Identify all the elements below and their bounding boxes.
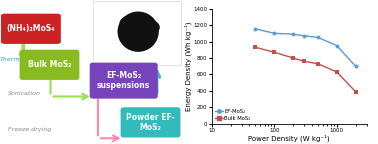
Text: Freeze drying: Freeze drying xyxy=(8,127,51,132)
Text: EF-MoS₂
suspensions: EF-MoS₂ suspensions xyxy=(97,71,150,90)
Text: Sonication: Sonication xyxy=(8,91,41,96)
Legend: EF-MoS₂, Bulk MoS₂: EF-MoS₂, Bulk MoS₂ xyxy=(214,109,251,121)
FancyBboxPatch shape xyxy=(90,63,158,99)
Ellipse shape xyxy=(119,16,140,30)
Ellipse shape xyxy=(118,12,159,52)
Ellipse shape xyxy=(126,32,150,45)
FancyBboxPatch shape xyxy=(121,107,180,138)
Y-axis label: Energy Density (Wh kg⁻¹): Energy Density (Wh kg⁻¹) xyxy=(184,21,192,111)
Text: (NH₄)₂MoS₄: (NH₄)₂MoS₄ xyxy=(6,24,55,33)
Text: Powder EF-
MoS₂: Powder EF- MoS₂ xyxy=(126,113,175,132)
Text: Thermolysis: Thermolysis xyxy=(0,57,38,61)
FancyBboxPatch shape xyxy=(1,14,61,44)
FancyBboxPatch shape xyxy=(20,50,79,80)
FancyBboxPatch shape xyxy=(93,1,181,65)
Ellipse shape xyxy=(141,20,160,35)
Text: Bulk MoS₂: Bulk MoS₂ xyxy=(28,60,71,69)
Ellipse shape xyxy=(119,29,133,40)
X-axis label: Power Density (W kg⁻¹): Power Density (W kg⁻¹) xyxy=(248,134,330,142)
